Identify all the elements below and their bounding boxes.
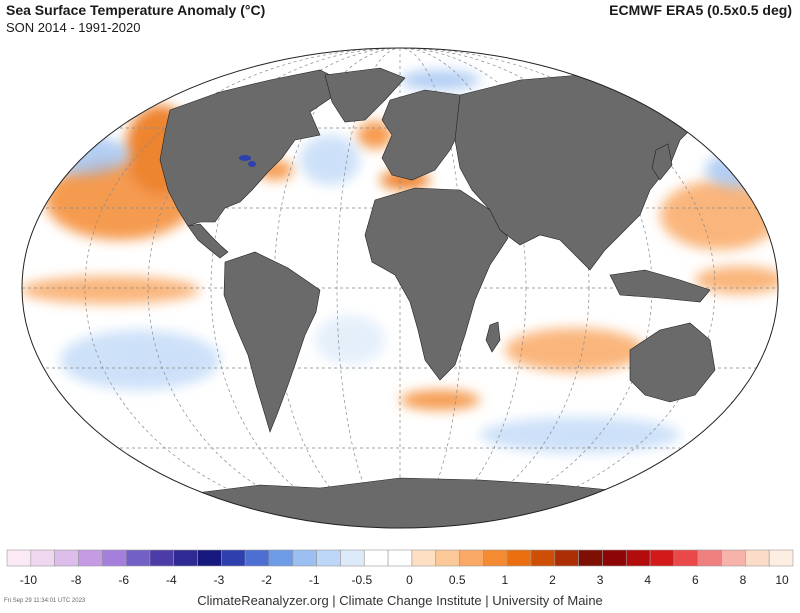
legend-label: 4	[644, 573, 651, 587]
land-antarctica	[22, 477, 778, 528]
legend-label: 10	[775, 573, 789, 587]
warm-anomaly-w-pacific-eq	[695, 266, 778, 294]
legend-label: -0.5	[352, 573, 373, 587]
legend-swatch	[530, 549, 556, 567]
legend-swatch	[578, 549, 603, 567]
land-madagascar	[485, 321, 501, 353]
cool-anomaly-n-atlantic	[300, 135, 360, 185]
legend-swatch	[173, 549, 198, 567]
legend-label: 3	[597, 573, 604, 587]
legend-swatch	[649, 549, 675, 567]
legend-label: 0	[406, 573, 413, 587]
land-central-america	[187, 223, 229, 259]
legend-swatch	[125, 549, 151, 567]
land-africa	[364, 187, 509, 381]
legend-swatch	[411, 549, 437, 567]
legend-swatch	[483, 549, 508, 567]
legend-swatch	[602, 549, 627, 567]
legend-label: -2	[261, 573, 272, 587]
legend-label: 6	[692, 573, 699, 587]
land-japan	[651, 143, 673, 181]
legend-swatch	[435, 549, 460, 567]
legend-swatch	[506, 549, 532, 567]
legend-swatch	[697, 549, 722, 567]
legend-swatch	[768, 549, 794, 567]
legend-label: 2	[549, 573, 556, 587]
color-legend: -10 -8 -6 -4 -3 -2 -1 -0.5 0 0.5 1 2 3 4 6 8 10	[6, 549, 794, 587]
timestamp: Fri Sep 29 11:34:01 UTC 2023	[4, 598, 86, 604]
legend-swatch	[268, 549, 294, 567]
cool-anomaly-southern-ocean	[480, 417, 680, 453]
legend-label: 1	[501, 573, 508, 587]
cool-anomaly-arctic	[400, 70, 480, 90]
warm-anomaly-indian-ocean	[505, 328, 645, 372]
legend-swatch	[221, 549, 246, 567]
legend-swatch	[554, 549, 579, 567]
map-subtitle: SON 2014 - 1991-2020	[6, 20, 141, 35]
credits: ClimateReanalyzer.org | Climate Change I…	[197, 593, 603, 608]
legend-label: 8	[740, 573, 747, 587]
legend-swatch	[625, 549, 651, 567]
legend-swatch	[149, 549, 175, 567]
land-australia	[629, 322, 716, 403]
world-map	[21, 47, 779, 529]
legend-swatch	[745, 549, 770, 567]
legend-label: -8	[71, 573, 82, 587]
legend-swatch	[54, 549, 79, 567]
dataset-label: ECMWF ERA5 (0.5x0.5 deg)	[609, 2, 792, 18]
map-title: Sea Surface Temperature Anomaly (°C)	[6, 2, 266, 18]
cool-anomaly-s-atlantic	[315, 315, 385, 365]
legend-swatch	[340, 549, 365, 567]
legend-swatch	[363, 549, 389, 567]
land-greenland	[324, 67, 406, 123]
legend-swatch	[387, 549, 413, 567]
globe-outline	[21, 47, 779, 529]
legend-label: -6	[118, 573, 129, 587]
legend-swatch	[721, 549, 746, 567]
legend-swatch	[459, 549, 484, 567]
legend-swatch	[292, 549, 317, 567]
legend-swatch	[30, 549, 55, 567]
legend-label: -1	[309, 573, 320, 587]
land-south-america	[223, 251, 321, 433]
land-se-asia-islands	[609, 269, 711, 303]
legend-label: 0.5	[449, 573, 466, 587]
legend-swatch	[101, 549, 127, 567]
warm-anomaly-nw-pacific	[660, 180, 778, 250]
legend-swatch	[316, 549, 341, 567]
cool-anomaly-s-pacific	[60, 330, 220, 390]
legend-swatch	[78, 549, 103, 567]
legend-label: -4	[166, 573, 177, 587]
legend-label: -10	[20, 573, 38, 587]
legend-swatch	[6, 549, 32, 567]
warm-anomaly-eq-pacific	[22, 276, 200, 304]
cool-anomaly-n-pacific	[30, 135, 130, 175]
legend-swatch	[197, 549, 222, 567]
great-lakes	[239, 155, 256, 167]
legend-swatch	[244, 549, 270, 567]
warm-anomaly-s-atlantic	[400, 390, 480, 410]
legend-label: -3	[214, 573, 225, 587]
legend-swatch	[673, 549, 699, 567]
